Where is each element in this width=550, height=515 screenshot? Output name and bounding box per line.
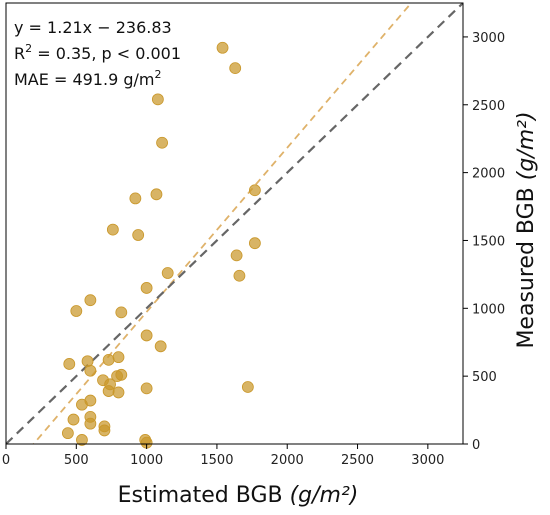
y-tick-label: 1500 <box>472 234 505 249</box>
mae-text: MAE = 491.9 g/m2 <box>14 68 161 89</box>
data-point <box>115 306 128 319</box>
data-point <box>156 136 168 149</box>
data-point <box>112 386 125 399</box>
x-tick-label: 2500 <box>341 453 374 468</box>
y-axis-label-unit: (g/m²) <box>514 111 539 180</box>
data-point <box>132 229 145 241</box>
data-point <box>140 282 153 294</box>
y-tick-label: 2000 <box>472 167 505 182</box>
data-point <box>150 188 163 201</box>
data-point <box>241 381 254 393</box>
y-tick-label: 2500 <box>472 99 505 114</box>
data-point <box>151 93 164 106</box>
mae-prefix: MAE = 491.9 g/m <box>14 70 154 89</box>
data-point <box>154 340 167 353</box>
x-axis-label: Estimated BGB (g/m²) <box>118 483 359 508</box>
x-tick-label: 2000 <box>271 453 304 468</box>
x-axis-label-text: Estimated BGB <box>118 483 283 508</box>
y-tick-label: 500 <box>472 370 497 385</box>
data-point <box>140 329 153 342</box>
data-point <box>115 368 128 381</box>
one-to-one-line <box>6 3 463 444</box>
data-point <box>76 398 88 411</box>
regression-fit-line <box>32 3 413 444</box>
x-tick-label: 3000 <box>411 453 444 468</box>
data-point <box>67 413 80 426</box>
data-point <box>102 353 115 366</box>
data-point <box>229 62 242 75</box>
r2-suffix: = 0.35, p < 0.001 <box>32 44 181 63</box>
r2-prefix: R <box>14 44 25 63</box>
plot-frame <box>5 2 464 445</box>
x-tick-label: 500 <box>64 453 89 468</box>
data-point <box>84 364 97 377</box>
x-tick-label: 1500 <box>200 453 233 468</box>
r-squared-text: R2 = 0.35, p < 0.001 <box>14 42 181 63</box>
data-point <box>84 294 97 307</box>
y-axis: 0 500 1000 1500 2000 2500 3000 <box>463 31 505 453</box>
x-axis-label-unit: (g/m²) <box>290 483 359 508</box>
data-point <box>216 41 229 54</box>
y-tick-label: 3000 <box>472 31 505 46</box>
data-point <box>76 434 88 446</box>
fit-equation: y = 1.21x − 236.83 <box>14 18 172 37</box>
data-points <box>61 41 261 449</box>
data-point <box>140 382 153 395</box>
y-axis-label: Measured BGB (g/m²) <box>514 111 539 348</box>
data-point <box>161 267 174 279</box>
y-axis-label-text: Measured BGB <box>514 187 539 348</box>
y-tick-label: 0 <box>472 438 480 453</box>
r2-superscript: 2 <box>25 42 32 55</box>
data-point <box>70 305 83 317</box>
data-point <box>63 358 76 370</box>
data-point <box>61 427 74 440</box>
y-tick-label: 1000 <box>472 302 505 317</box>
data-point <box>233 269 246 282</box>
reference-lines <box>6 3 463 444</box>
mae-superscript: 2 <box>154 68 161 81</box>
data-point <box>248 237 261 250</box>
data-point <box>248 184 261 197</box>
x-axis: 0 500 1000 1500 2000 2500 3000 <box>2 444 444 468</box>
data-point <box>84 417 97 430</box>
data-point <box>230 249 243 262</box>
data-point <box>129 192 142 205</box>
data-point <box>98 424 111 437</box>
x-tick-label: 0 <box>2 453 10 468</box>
data-point <box>106 223 119 236</box>
data-point <box>112 351 125 364</box>
annotation-block: y = 1.21x − 236.83 R2 = 0.35, p < 0.001 … <box>14 18 181 89</box>
data-point <box>102 385 115 397</box>
x-tick-label: 1000 <box>130 453 163 468</box>
